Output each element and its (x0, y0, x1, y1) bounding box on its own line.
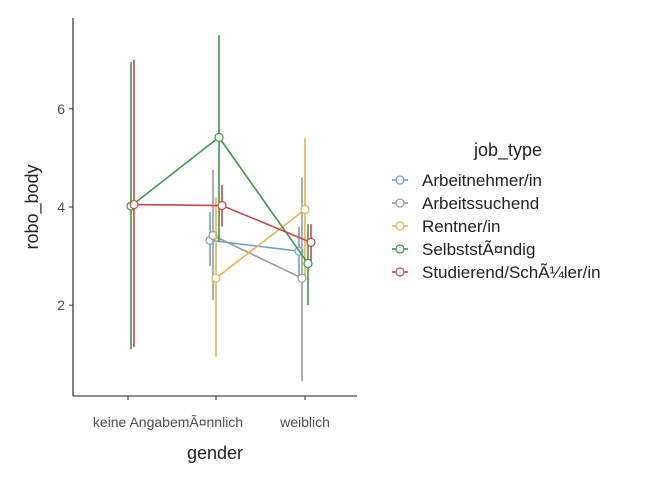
data-point (208, 230, 218, 241)
data-point (217, 200, 227, 211)
x-ticks: keine AngabemÃ¤nnlich weiblich (93, 396, 330, 430)
legend-key-point (395, 198, 405, 208)
legend-item: Arbeitssuchend (392, 194, 539, 213)
series-3 (211, 138, 310, 357)
plot-area (126, 35, 316, 382)
legend-title: job_type (473, 140, 542, 161)
series-line (215, 208, 306, 279)
series-line (209, 239, 300, 252)
data-point (211, 273, 221, 283)
x-tick-label: keine AngabemÃ¤nnlich (93, 414, 243, 430)
x-tick-label: weiblich (279, 414, 330, 430)
y-tick-label: 4 (57, 199, 65, 215)
y-axis-title: robo_body (22, 164, 43, 249)
legend-key-point (395, 267, 405, 277)
legend-items: Arbeitnehmer/in Arbeitssuchend Rentner/in S… (392, 171, 601, 282)
series-line (212, 234, 303, 279)
data-point (300, 204, 310, 215)
series-5 (129, 59, 316, 347)
legend-label: Studierend/SchÃ¼ler/in (422, 263, 601, 282)
y-tick-label: 2 (57, 297, 65, 313)
legend-item: SelbststÃ¤ndig (392, 240, 535, 259)
legend-label: SelbststÃ¤ndig (422, 240, 535, 259)
y-tick-label: 6 (57, 101, 65, 117)
data-point (129, 199, 139, 210)
legend: job_type Arbeitnehmer/in Arbeitssuchend Re… (392, 140, 601, 282)
legend-item: Arbeitnehmer/in (392, 171, 542, 190)
data-point (214, 132, 224, 142)
legend-item: Rentner/in (392, 217, 500, 236)
legend-label: Arbeitnehmer/in (422, 171, 542, 190)
legend-item: Studierend/SchÃ¼ler/in (392, 263, 601, 282)
legend-key-point (395, 221, 405, 231)
legend-key-point (395, 244, 405, 254)
axes: 2 4 6 keine AngabemÃ¤nnlich weiblich gender… (22, 18, 357, 463)
data-point (306, 237, 316, 247)
legend-label: Rentner/in (422, 217, 500, 236)
legend-key-point (395, 175, 405, 185)
x-axis-title: gender (187, 443, 243, 463)
data-point (297, 273, 307, 283)
y-ticks: 2 4 6 (57, 101, 73, 313)
legend-label: Arbeitssuchend (422, 194, 539, 213)
series-4 (126, 35, 313, 350)
data-point (303, 258, 313, 269)
